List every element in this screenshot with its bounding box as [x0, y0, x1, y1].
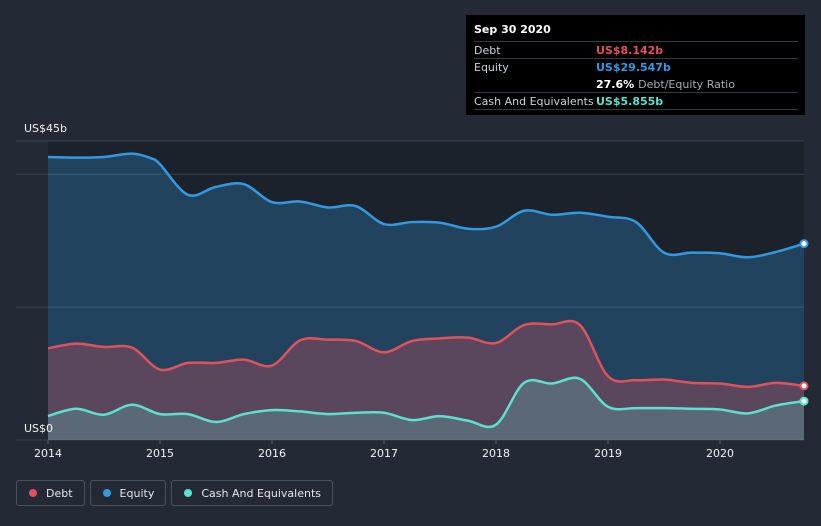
series-areas	[48, 153, 804, 440]
tooltip-ratio-value: 27.6%	[596, 77, 635, 91]
data-tooltip: Sep 30 2020 Debt US$8.142b Equity US$29.…	[466, 15, 805, 115]
legend-debt-label: Debt	[46, 486, 73, 500]
legend-equity-dot-icon	[102, 489, 111, 497]
legend-cash-toggle[interactable]: Cash And Equivalents	[171, 480, 333, 506]
cash-end-marker[interactable]	[799, 396, 809, 406]
series-lines	[47, 152, 805, 429]
x-axis-ticks: 2014 2015 2016 2017 2018 2019 2020	[34, 440, 734, 460]
tooltip-debt-row: Debt US$8.142b	[474, 41, 798, 58]
tooltip-ratio-label: Debt/Equity Ratio	[638, 77, 735, 91]
y-axis-bottom-label: US$0	[24, 422, 53, 435]
legend-cash-label: Cash And Equivalents	[201, 486, 321, 500]
cash-area	[48, 377, 804, 440]
tooltip-equity-label: Equity	[474, 60, 509, 74]
cash-line	[47, 376, 805, 429]
tooltip-ratio-row: 27.6% Debt/Equity Ratio	[474, 75, 798, 92]
legend-equity-toggle[interactable]: Equity	[89, 480, 167, 506]
x-tick-label: 2015	[146, 447, 174, 460]
equity-area	[48, 153, 804, 440]
legend-debt-toggle[interactable]: Debt	[16, 480, 85, 506]
x-tick-label: 2020	[706, 447, 734, 460]
tooltip-cash-label: Cash And Equivalents	[474, 94, 594, 108]
plot-background	[48, 141, 804, 440]
legend-debt-dot-icon	[29, 489, 37, 497]
debt-area	[48, 321, 804, 440]
x-tick-label: 2019	[594, 447, 622, 460]
x-tick-label: 2016	[258, 447, 286, 460]
equity-line	[47, 152, 805, 259]
legend-cash-dot-icon	[184, 489, 193, 497]
tooltip-equity-row: Equity US$29.547b	[474, 58, 798, 75]
legend-equity-label: Equity	[119, 486, 155, 500]
x-tick-label: 2018	[482, 447, 510, 460]
debt-end-marker[interactable]	[799, 381, 809, 391]
tooltip-cash-value: US$5.855b	[596, 94, 664, 108]
tooltip-equity-value: US$29.547b	[596, 60, 671, 74]
tooltip-debt-value: US$8.142b	[596, 43, 664, 57]
tooltip-debt-label: Debt	[474, 43, 501, 57]
y-axis-top-label: US$45b	[24, 122, 67, 135]
x-tick-label: 2014	[34, 447, 62, 460]
debt-line	[47, 319, 805, 389]
gridlines	[16, 140, 804, 441]
equity-end-marker[interactable]	[799, 239, 809, 249]
chart-legend: Debt Equity Cash And Equivalents	[16, 480, 333, 506]
series-end-markers[interactable]	[799, 239, 809, 406]
x-tick-label: 2017	[370, 447, 398, 460]
tooltip-cash-row: Cash And Equivalents US$5.855b	[474, 92, 798, 110]
tooltip-date: Sep 30 2020	[474, 23, 551, 36]
